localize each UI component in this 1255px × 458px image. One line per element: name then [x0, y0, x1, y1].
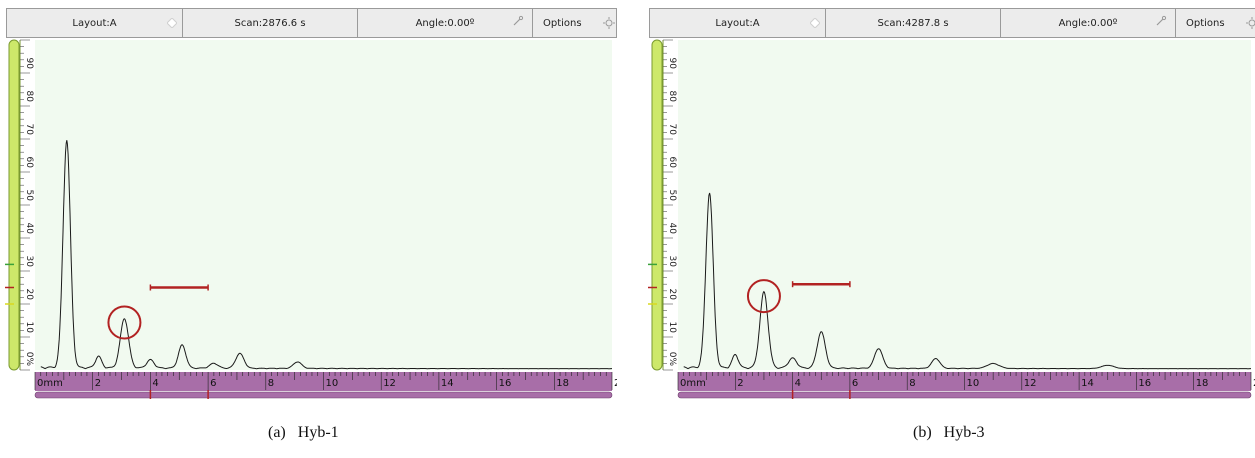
amplitude-tick-label: 70	[667, 124, 677, 136]
amplitude-tick-label: 10	[667, 322, 677, 334]
depth-tick-label: 6	[852, 378, 858, 389]
depth-tick-label: 2	[614, 378, 617, 389]
options-gear-icon	[603, 17, 615, 29]
amplitude-tick-label: 30	[667, 256, 677, 268]
scan-slider	[677, 391, 1252, 399]
options-menu[interactable]: Options	[1176, 9, 1255, 37]
plot-area	[35, 40, 612, 370]
amplitude-tick-label: 70	[24, 124, 34, 136]
wrench-icon	[513, 15, 524, 26]
scan-readout[interactable]: Scan:4287.8 s	[826, 9, 1001, 37]
amplitude-tick-label: 10	[24, 322, 34, 334]
amplitude-tick-label: 40	[24, 223, 34, 235]
depth-tick-label: 0mm	[37, 378, 63, 389]
diamond-icon	[810, 18, 820, 28]
plot-area	[678, 40, 1251, 370]
amplitude-tick-label: 90	[24, 58, 34, 70]
depth-tick-label: 2	[737, 378, 743, 389]
layout-label: Layout:A	[72, 17, 117, 29]
depth-tick-label: 12	[1024, 378, 1037, 389]
amplitude-tick-label: 80	[667, 91, 677, 103]
depth-tick-label: 4	[152, 378, 158, 389]
amplitude-tick-label: 0%	[24, 352, 34, 367]
circled-echo-marker	[746, 279, 781, 314]
depth-tick-label: 10	[326, 378, 339, 389]
amplitude-tick-label: 40	[667, 223, 677, 235]
amplitude-tick-label: 50	[667, 190, 677, 202]
angle-label: Angle:0.00º	[1058, 17, 1118, 29]
caption-tag: (a)	[268, 424, 286, 441]
depth-tick-label: 8	[268, 378, 274, 389]
depth-tick-label: 14	[441, 378, 454, 389]
angle-label: Angle:0.00º	[415, 17, 475, 29]
caption: (b) Hyb-3	[913, 424, 985, 442]
amplitude-tick-label: 60	[24, 157, 34, 169]
depth-tick-label: 14	[1081, 378, 1094, 389]
layout-label: Layout:A	[715, 17, 760, 29]
depth-tick-label: 0mm	[680, 378, 706, 389]
options-label: Options	[543, 17, 582, 29]
depth-tick-label: 18	[1196, 378, 1209, 389]
depth-tick-label: 2	[1253, 378, 1255, 389]
caption-label: Hyb-3	[943, 424, 985, 441]
options-menu[interactable]: Options	[533, 9, 616, 37]
amplitude-scale	[651, 39, 663, 371]
depth-tick-label: 16	[499, 378, 512, 389]
circled-echo-marker	[107, 305, 142, 340]
ascan-plot: 0% 10 20 30 40 50 60 70 80 90 0mm 2 4 6 8 10 12 14 16 18 2	[5, 39, 617, 399]
amplitude-tick-label: 20	[667, 289, 677, 301]
wrench-icon	[1156, 15, 1167, 26]
depth-tick-label: 16	[1138, 378, 1151, 389]
depth-tick-label: 6	[210, 378, 216, 389]
scan-label: Scan:4287.8 s	[877, 17, 949, 29]
toolbar: Layout:A Scan:4287.8 s Angle:0.00º Optio…	[649, 8, 1255, 38]
ascan-panel-b: Layout:A Scan:4287.8 s Angle:0.00º Optio…	[643, 0, 1255, 441]
scan-slider	[34, 391, 613, 399]
ascan-signal	[40, 140, 612, 370]
amplitude-tick-label: 90	[667, 58, 677, 70]
depth-tick-label: 2	[95, 378, 101, 389]
options-gear-icon	[1246, 17, 1255, 29]
amplitude-tick-label: 50	[24, 190, 34, 202]
depth-tick-label: 8	[909, 378, 915, 389]
amplitude-scale	[8, 39, 20, 371]
amplitude-tick-label: 0%	[667, 352, 677, 367]
amplitude-tick-label: 20	[24, 289, 34, 301]
toolbar: Layout:A Scan:2876.6 s Angle:0.00º Optio…	[6, 8, 617, 38]
angle-readout[interactable]: Angle:0.00º	[1001, 9, 1176, 37]
angle-readout[interactable]: Angle:0.00º	[358, 9, 533, 37]
depth-tick-label: 4	[795, 378, 801, 389]
amplitude-tick-label: 80	[24, 91, 34, 103]
amplitude-tick-label: 30	[24, 256, 34, 268]
depth-tick-label: 10	[967, 378, 980, 389]
scan-label: Scan:2876.6 s	[234, 17, 306, 29]
caption-label: Hyb-1	[297, 424, 339, 441]
scan-readout[interactable]: Scan:2876.6 s	[183, 9, 358, 37]
ascan-plot: 0% 10 20 30 40 50 60 70 80 90 0mm 2 4 6 8 10 12 14 16 18 2	[648, 39, 1255, 399]
caption: (a) Hyb-1	[268, 424, 339, 442]
layout-selector[interactable]: Layout:A	[650, 9, 826, 37]
amplitude-tick-label: 60	[667, 157, 677, 169]
layout-selector[interactable]: Layout:A	[7, 9, 183, 37]
ascan-signal	[683, 192, 1251, 370]
options-label: Options	[1186, 17, 1225, 29]
depth-tick-label: 12	[383, 378, 396, 389]
diamond-icon	[167, 18, 177, 28]
caption-tag: (b)	[913, 424, 932, 441]
depth-tick-label: 18	[556, 378, 569, 389]
ascan-panel-a: Layout:A Scan:2876.6 s Angle:0.00º Optio…	[0, 0, 617, 441]
